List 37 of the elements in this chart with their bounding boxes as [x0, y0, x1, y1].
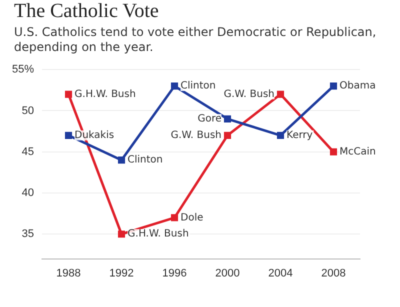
annotation: Clinton	[128, 154, 163, 166]
annotation: Obama	[340, 80, 376, 92]
point	[118, 230, 126, 238]
point	[64, 90, 72, 98]
chart-title: The Catholic Vote	[14, 0, 160, 22]
x-tick-label: 2000	[215, 267, 240, 280]
x-tick-label: 1988	[56, 267, 81, 280]
annotation: Gore	[198, 114, 222, 125]
x-tick-label: 1996	[162, 267, 187, 280]
annotation: Dukakis	[74, 130, 114, 141]
y-tick-label: 50	[22, 104, 34, 117]
y-tick-label: 40	[22, 187, 34, 200]
annotation: McCain	[340, 146, 376, 158]
annotation: G.H.W. Bush	[128, 228, 189, 240]
point	[276, 132, 284, 139]
chart-subtitle: U.S. Catholics tend to vote either Democratic or Republican, depending on the year.	[14, 25, 378, 55]
point	[330, 82, 338, 90]
y-tick-label: 45	[22, 146, 34, 158]
annotation: Clinton	[180, 80, 216, 92]
point	[170, 214, 178, 222]
x-tick-label: 2004	[268, 267, 293, 280]
point	[224, 115, 232, 122]
annotation: Kerry	[286, 130, 313, 141]
point	[330, 148, 338, 156]
point	[276, 90, 284, 98]
point	[170, 82, 178, 90]
point	[224, 132, 232, 139]
x-tick-label: 2008	[321, 267, 346, 280]
point	[118, 156, 126, 164]
annotation: G.W. Bush	[170, 130, 222, 141]
y-tick-label: 55%	[12, 64, 34, 76]
y-tick-label: 35	[22, 228, 34, 240]
annotation: G.W. Bush	[224, 88, 275, 100]
annotation: Dole	[180, 212, 204, 224]
x-tick-label: 1992	[109, 267, 134, 280]
annotation: G.H.W. Bush	[74, 88, 136, 100]
point	[64, 132, 72, 139]
